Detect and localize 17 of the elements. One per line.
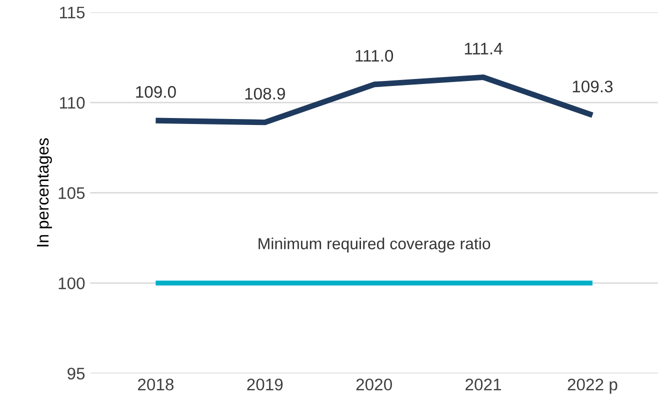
x-tick-label: 2018	[138, 378, 174, 390]
data-label: 111.0	[356, 50, 394, 62]
x-tick-label: 2022 p	[568, 378, 618, 394]
y-tick-label: 95	[68, 368, 85, 380]
data-label: 111.4	[464, 42, 502, 54]
y-tick-label: 105	[58, 187, 85, 199]
y-tick-label: 110	[60, 96, 85, 109]
data-label: 109.3	[572, 80, 613, 92]
y-tick-label: 100	[58, 277, 85, 290]
data-label: 109.0	[136, 86, 176, 98]
x-tick-label: 2021	[466, 378, 501, 390]
x-tick-label: 2019	[247, 378, 283, 390]
y-axis-title: In percentages	[37, 138, 52, 246]
data-label: 108.9	[245, 88, 285, 100]
x-tick-label: 2020	[356, 378, 392, 390]
y-tick-label: 115	[60, 6, 85, 18]
series-label: Minimum required coverage ratio	[258, 238, 490, 252]
